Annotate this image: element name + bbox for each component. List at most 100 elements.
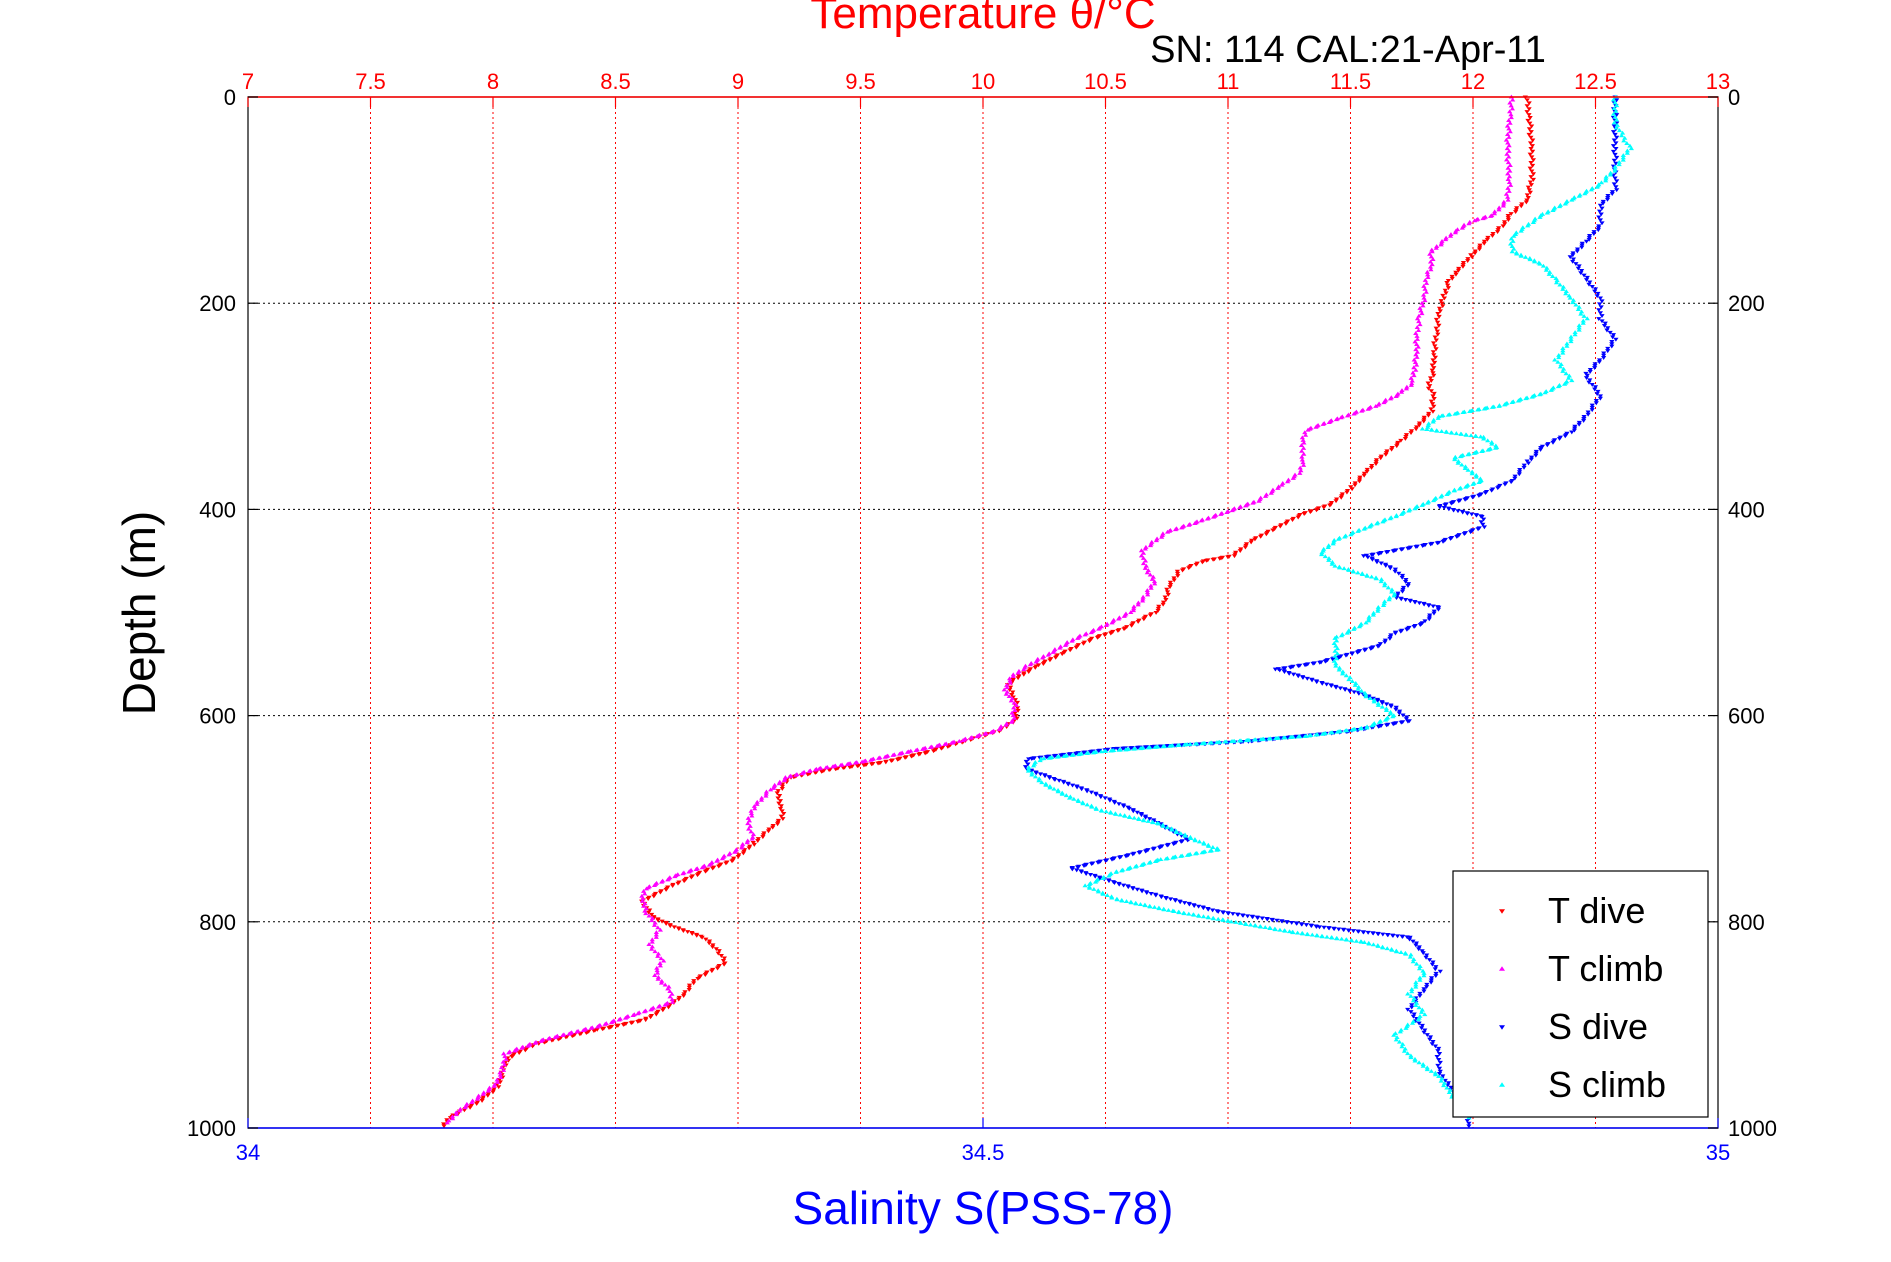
- data-point: [1528, 130, 1534, 135]
- data-point: [1508, 112, 1514, 117]
- data-point: [614, 1024, 620, 1029]
- data-point: [1069, 867, 1075, 872]
- data-point: [1429, 427, 1435, 432]
- data-point: [702, 973, 708, 977]
- data-point: [1421, 973, 1427, 978]
- data-point: [1298, 443, 1305, 448]
- data-point: [1420, 292, 1427, 297]
- data-point: [750, 832, 757, 837]
- data-point: [1608, 170, 1614, 175]
- data-point: [1421, 987, 1427, 992]
- data-point: [1046, 776, 1053, 780]
- data-point: [1576, 304, 1582, 309]
- data-point: [1456, 486, 1463, 491]
- data-point: [1138, 548, 1145, 553]
- data-point: [1228, 919, 1234, 924]
- data-point: [1440, 1074, 1446, 1079]
- data-point: [1417, 964, 1423, 968]
- data-point: [1136, 817, 1142, 821]
- data-point: [1420, 544, 1426, 548]
- data-point: [1473, 474, 1479, 479]
- data-point: [649, 939, 655, 944]
- data-point: [1431, 611, 1437, 616]
- data-point: [1611, 120, 1617, 125]
- data-point: [1413, 545, 1419, 550]
- data-point: [1279, 482, 1285, 487]
- data-point: [1356, 691, 1362, 696]
- data-point: [1026, 670, 1032, 674]
- data-point: [648, 1015, 654, 1020]
- data-point: [1167, 743, 1173, 748]
- data-point: [1210, 557, 1216, 562]
- data-point: [1095, 749, 1102, 753]
- data-point: [1301, 512, 1307, 516]
- data-point: [1259, 916, 1265, 921]
- data-point: [1029, 772, 1035, 777]
- data-point: [1032, 774, 1039, 779]
- data-point: [649, 912, 655, 917]
- data-point: [1504, 146, 1510, 151]
- data-point: [1560, 369, 1566, 373]
- data-point: [1331, 539, 1337, 544]
- data-point: [1359, 408, 1365, 413]
- data-point: [1375, 702, 1381, 707]
- data-point: [649, 915, 656, 920]
- data-point: [818, 769, 825, 774]
- data-point: [1481, 517, 1487, 522]
- data-point: [793, 772, 799, 777]
- data-point: [830, 764, 836, 769]
- data-point: [1415, 344, 1421, 349]
- data-point: [1570, 259, 1576, 264]
- data-point: [1552, 357, 1558, 362]
- data-point: [1427, 1037, 1433, 1042]
- data-point: [1336, 665, 1343, 670]
- data-point: [714, 966, 721, 971]
- data-point: [1589, 405, 1595, 410]
- data-point: [1423, 289, 1429, 294]
- data-point: [1516, 472, 1522, 477]
- data-point: [1464, 511, 1471, 516]
- data-point: [671, 925, 677, 930]
- top-tick-label: 7: [242, 69, 254, 94]
- data-point: [643, 1018, 649, 1023]
- data-point: [622, 1015, 629, 1020]
- data-point: [1215, 916, 1221, 921]
- data-point: [1528, 135, 1534, 140]
- data-point: [1424, 500, 1431, 505]
- data-point: [1410, 1014, 1416, 1019]
- data-point: [1599, 319, 1605, 324]
- data-point: [1393, 707, 1399, 712]
- data-point: [591, 1029, 597, 1034]
- data-point: [1575, 307, 1581, 312]
- data-point: [1363, 694, 1369, 699]
- data-point: [1361, 473, 1367, 478]
- data-point: [1333, 643, 1339, 648]
- data-point: [1527, 152, 1533, 157]
- data-point: [1459, 225, 1465, 230]
- data-point: [1581, 273, 1587, 278]
- data-point: [1331, 537, 1337, 542]
- data-point: [1102, 796, 1108, 801]
- data-point: [1414, 961, 1420, 966]
- data-point: [686, 869, 692, 874]
- data-point: [1332, 563, 1338, 568]
- data-point: [1603, 174, 1609, 179]
- data-point: [1421, 602, 1427, 607]
- data-point: [1431, 373, 1437, 378]
- data-point: [498, 1075, 504, 1080]
- data-point: [1430, 604, 1436, 609]
- data-point: [1384, 946, 1390, 951]
- data-point: [1430, 257, 1436, 261]
- data-point: [1356, 684, 1362, 689]
- data-point: [1351, 626, 1357, 631]
- data-point: [982, 731, 988, 736]
- data-point: [1546, 271, 1552, 276]
- data-point: [746, 846, 752, 851]
- data-point: [1172, 527, 1179, 532]
- data-point: [1025, 762, 1031, 767]
- data-point: [1179, 568, 1186, 573]
- data-point: [1564, 343, 1570, 348]
- data-point: [1086, 882, 1092, 887]
- data-point: [1575, 266, 1581, 271]
- data-point: [1428, 980, 1434, 985]
